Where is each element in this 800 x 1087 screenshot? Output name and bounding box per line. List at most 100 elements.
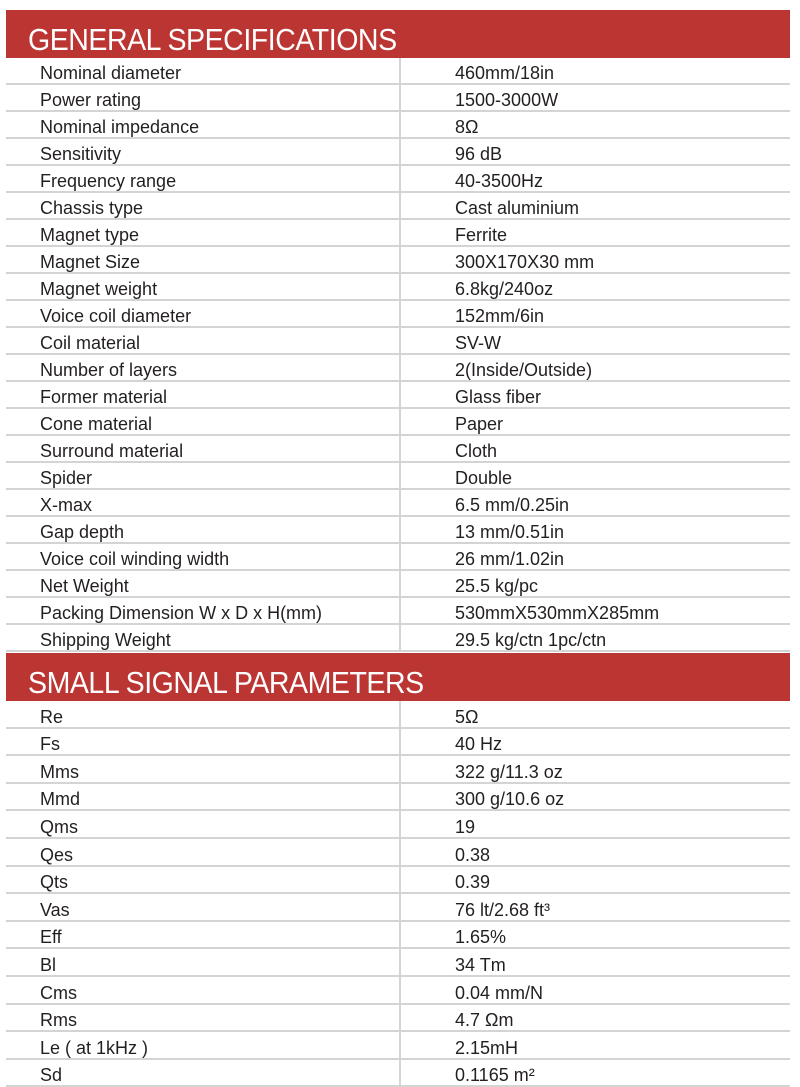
spec-label: Eff [6, 920, 401, 950]
spec-value: 5Ω [400, 701, 790, 729]
table-row: Number of layers 2(Inside/Outside) [6, 354, 790, 382]
spec-value: 2.15mH [400, 1031, 790, 1060]
table-row: Cone material Paper [6, 408, 790, 436]
spec-value: 300 g/10.6 oz [400, 782, 790, 812]
spec-label: Fs [6, 727, 401, 757]
spec-value: Glass fiber [400, 381, 790, 409]
table-row: Qms 19 [6, 810, 790, 839]
table-row: Qes 0.38 [6, 837, 790, 867]
table-row: Magnet type Ferrite [6, 219, 790, 247]
table-row: Chassis type Cast aluminium [6, 192, 790, 220]
spec-value: Paper [400, 408, 790, 436]
table-row: Coil material SV-W [6, 327, 790, 355]
spec-value: 460mm/18in [400, 58, 790, 85]
table-row: Packing Dimension W x D x H(mm) 530mmX530… [6, 597, 790, 625]
spec-value: Cast aluminium [400, 192, 790, 220]
spec-value: Double [400, 462, 790, 490]
table-row: Former material Glass fiber [6, 381, 790, 409]
spec-label: Voice coil winding width [6, 543, 401, 571]
spec-label: Packing Dimension W x D x H(mm) [6, 597, 401, 625]
spec-value: 96 dB [400, 138, 790, 166]
spec-label: Sensitivity [6, 138, 401, 166]
table-row: X-max 6.5 mm/0.25in [6, 489, 790, 517]
spec-label: Re [6, 701, 401, 729]
section-header: SMALL SIGNAL PARAMETERS [6, 653, 790, 701]
table-row: Qts 0.39 [6, 865, 790, 895]
spec-value: 322 g/11.3 oz [400, 755, 790, 784]
spec-label: Spider [6, 462, 401, 490]
small-signal-parameters-section: SMALL SIGNAL PARAMETERS Re 5Ω Fs 40 Hz Mms 32… [6, 653, 790, 1087]
spec-label: Qts [6, 865, 401, 895]
spec-value: 1.65% [400, 920, 790, 950]
spec-value: 25.5 kg/pc [400, 570, 790, 598]
table-row: Fs 40 Hz [6, 727, 790, 757]
spec-label: Magnet Size [6, 246, 401, 274]
table-row: Sd 0.1165 m² [6, 1058, 790, 1087]
spec-label: Voice coil diameter [6, 300, 401, 328]
table-row: Rms 4.7 Ωm [6, 1003, 790, 1033]
spec-label: Gap depth [6, 516, 401, 544]
table-row: Spider Double [6, 462, 790, 490]
spec-label: Mmd [6, 782, 401, 812]
spec-value: 19 [400, 810, 790, 839]
spec-value: 300X170X30 mm [400, 246, 790, 274]
spec-label: Surround material [6, 435, 401, 463]
table-row: Vas 76 lt/2.68 ft³ [6, 893, 790, 922]
spec-label: Qes [6, 837, 401, 867]
spec-value: Ferrite [400, 219, 790, 247]
spec-label: X-max [6, 489, 401, 517]
table-row: Cms 0.04 mm/N [6, 975, 790, 1005]
spec-value: 0.38 [400, 837, 790, 867]
table-row: Magnet Size 300X170X30 mm [6, 246, 790, 274]
general-specifications-table: Nominal diameter 460mm/18in Power rating 15… [6, 58, 790, 652]
spec-value: SV-W [400, 327, 790, 355]
spec-value: 2(Inside/Outside) [400, 354, 790, 382]
spec-label: Chassis type [6, 192, 401, 220]
table-row: Gap depth 13 mm/0.51in [6, 516, 790, 544]
spec-label: Coil material [6, 327, 401, 355]
spec-label: Qms [6, 810, 401, 839]
spec-label: Nominal impedance [6, 111, 401, 139]
small-signal-parameters-table: Re 5Ω Fs 40 Hz Mms 322 g/11.3 oz Mmd 300 g/10.6… [6, 701, 790, 1087]
spec-label: Le ( at 1kHz ) [6, 1031, 401, 1060]
table-row: Shipping Weight 29.5 kg/ctn 1pc/ctn [6, 624, 790, 652]
spec-label: Magnet type [6, 219, 401, 247]
table-row: Frequency range 40-3500Hz [6, 165, 790, 193]
spec-value: 1500-3000W [400, 84, 790, 112]
spec-label: Frequency range [6, 165, 401, 193]
general-specifications-section: GENERAL SPECIFICATIONS Nominal diameter 4… [6, 10, 790, 652]
table-row: Nominal diameter 460mm/18in [6, 58, 790, 85]
spec-label: Power rating [6, 84, 401, 112]
spec-value: 0.39 [400, 865, 790, 895]
table-row: Re 5Ω [6, 701, 790, 729]
table-row: Magnet weight 6.8kg/240oz [6, 273, 790, 301]
spec-value: 4.7 Ωm [400, 1003, 790, 1033]
spec-value: 13 mm/0.51in [400, 516, 790, 544]
table-row: Net Weight 25.5 kg/pc [6, 570, 790, 598]
spec-value: 6.5 mm/0.25in [400, 489, 790, 517]
spec-value: 40 Hz [400, 727, 790, 757]
table-row: Voice coil diameter 152mm/6in [6, 300, 790, 328]
spec-label: Shipping Weight [6, 624, 401, 652]
spec-value: 6.8kg/240oz [400, 273, 790, 301]
table-row: Nominal impedance 8Ω [6, 111, 790, 139]
spec-label: Mms [6, 755, 401, 784]
table-row: Bl 34 Tm [6, 948, 790, 977]
spec-label: Magnet weight [6, 273, 401, 301]
spec-value: 0.04 mm/N [400, 975, 790, 1005]
spec-value: Cloth [400, 435, 790, 463]
spec-label: Former material [6, 381, 401, 409]
table-row: Surround material Cloth [6, 435, 790, 463]
spec-label: Vas [6, 893, 401, 922]
table-row: Mmd 300 g/10.6 oz [6, 782, 790, 812]
spec-value: 76 lt/2.68 ft³ [400, 893, 790, 922]
spec-value: 152mm/6in [400, 300, 790, 328]
spec-label: Number of layers [6, 354, 401, 382]
spec-label: Cms [6, 975, 401, 1005]
spec-value: 0.1165 m² [400, 1058, 790, 1087]
spec-value: 40-3500Hz [400, 165, 790, 193]
table-row: Eff 1.65% [6, 920, 790, 950]
spec-value: 29.5 kg/ctn 1pc/ctn [400, 624, 790, 652]
spec-label: Bl [6, 948, 401, 977]
spec-value: 530mmX530mmX285mm [400, 597, 790, 625]
